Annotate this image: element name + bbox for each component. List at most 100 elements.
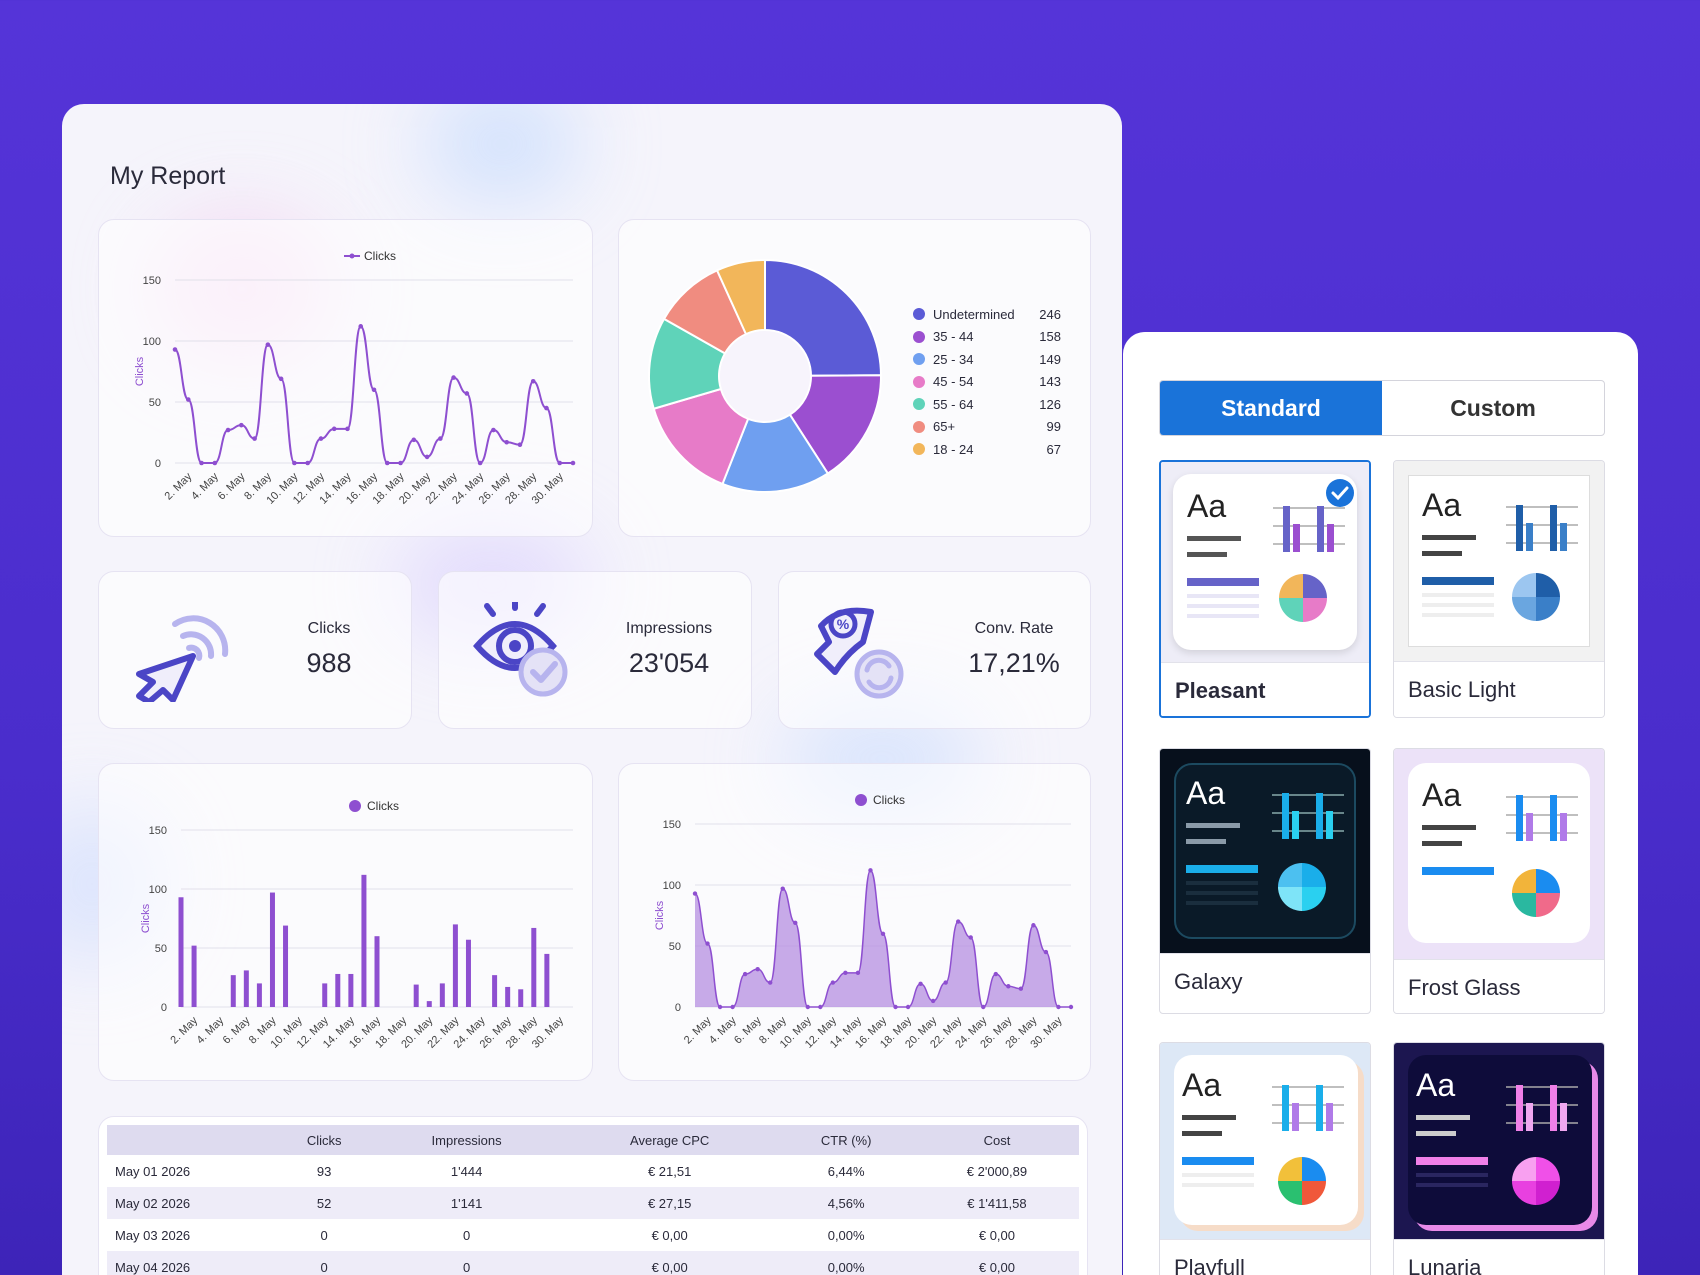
y-tick-label: 100 bbox=[143, 336, 161, 348]
theme-card-frost-glass[interactable]: Aa Frost Glass bbox=[1393, 748, 1605, 1014]
kpi-label: Conv. Rate bbox=[974, 620, 1054, 637]
data-point bbox=[504, 439, 509, 445]
data-point bbox=[544, 405, 549, 411]
table-header-cell: Clicks bbox=[277, 1125, 372, 1155]
data-point bbox=[172, 347, 178, 352]
bar bbox=[322, 983, 328, 1007]
data-point bbox=[905, 1004, 911, 1010]
theme-name: Galaxy bbox=[1160, 953, 1370, 1009]
data-point bbox=[780, 886, 785, 891]
table-cell: 6,44% bbox=[827, 1163, 865, 1179]
data-point bbox=[742, 971, 748, 977]
data-point bbox=[305, 460, 310, 466]
table-cell: € 0,00 bbox=[651, 1227, 688, 1243]
tab-custom[interactable]: Custom bbox=[1450, 394, 1536, 421]
y-tick-label: 50 bbox=[149, 397, 161, 409]
bar bbox=[230, 975, 236, 1007]
bar bbox=[243, 970, 249, 1007]
table-row: May 01 2026 93 1'444 € 21,51 6,44% € 2'0… bbox=[107, 1155, 1079, 1187]
check-icon bbox=[1326, 479, 1354, 507]
legend-value: 143 bbox=[1039, 374, 1061, 389]
theme-card-playfull[interactable]: Aa Playfull bbox=[1159, 1042, 1371, 1275]
tab-standard[interactable]: Standard bbox=[1160, 381, 1382, 435]
data-point bbox=[855, 970, 861, 976]
x-tick-label: 4. May bbox=[189, 470, 221, 502]
theme-bar-glyph bbox=[1506, 1085, 1578, 1131]
legend-label: Undetermined bbox=[933, 306, 1015, 322]
theme-card-lunaria[interactable]: Aa Lunaria bbox=[1393, 1042, 1605, 1275]
data-point bbox=[570, 460, 576, 466]
legend-swatch bbox=[913, 353, 925, 365]
bar bbox=[518, 989, 524, 1007]
data-point bbox=[358, 324, 364, 329]
table-header-cell: Cost bbox=[914, 1125, 1079, 1155]
bar bbox=[348, 973, 354, 1007]
data-point bbox=[968, 935, 973, 940]
bar bbox=[191, 945, 197, 1007]
legend-item: 55 - 64 126 bbox=[913, 394, 1061, 414]
table-header-cell: Impressions bbox=[371, 1125, 562, 1155]
data-point bbox=[868, 868, 873, 873]
legend-value: 126 bbox=[1039, 396, 1061, 412]
y-tick-label: 100 bbox=[149, 884, 167, 896]
table-cell: May 02 2026 bbox=[107, 1187, 277, 1219]
table-cell: € 0,00 bbox=[978, 1227, 1016, 1243]
bar bbox=[439, 983, 445, 1007]
data-table: Clicks Impressions Average CPC CTR (%) C… bbox=[107, 1125, 1079, 1275]
table-cell: € 2'000,89 bbox=[966, 1163, 1028, 1179]
bar bbox=[492, 975, 498, 1007]
legend-item: 25 - 34 149 bbox=[913, 349, 1061, 369]
legend-label: Clicks bbox=[364, 249, 396, 263]
theme-bar-glyph bbox=[1506, 505, 1578, 551]
data-point bbox=[918, 981, 923, 987]
bar bbox=[256, 983, 262, 1007]
theme-card-pleasant[interactable]: Aa Pleasant bbox=[1159, 460, 1371, 718]
data-point bbox=[398, 460, 403, 466]
data-point bbox=[292, 460, 297, 466]
pie-slice bbox=[764, 258, 883, 377]
x-tick-label: 2. May bbox=[163, 470, 195, 502]
decor-blob bbox=[422, 104, 582, 204]
kpi-card-conv-rate: % Conv. Rate 17,21% bbox=[778, 571, 1091, 729]
table-cell: 0 bbox=[277, 1251, 372, 1275]
table-cell: 0 bbox=[320, 1227, 328, 1243]
legend-label: 18 - 24 bbox=[933, 441, 974, 457]
legend-marker bbox=[349, 800, 361, 812]
table-cell: € 0,00 bbox=[561, 1251, 778, 1275]
theme-card-basic-light[interactable]: Aa Basic Light bbox=[1393, 460, 1605, 718]
y-tick-label: 0 bbox=[675, 1002, 681, 1014]
data-point bbox=[199, 460, 204, 466]
theme-name: Basic Light bbox=[1394, 661, 1604, 717]
data-point bbox=[956, 919, 961, 924]
x-tick-label: 2. May bbox=[168, 1014, 200, 1046]
theme-glyph: Aa bbox=[1187, 488, 1227, 524]
bar bbox=[374, 936, 380, 1007]
data-point bbox=[705, 941, 710, 946]
bar bbox=[465, 939, 471, 1007]
kpi-value: 23'054 bbox=[628, 648, 710, 678]
theme-name: Playfull bbox=[1160, 1239, 1370, 1275]
table-cell: 0,00% bbox=[777, 1251, 915, 1275]
theme-bar-glyph bbox=[1506, 795, 1578, 841]
data-point bbox=[930, 998, 936, 1004]
theme-glyph: Aa bbox=[1182, 1067, 1222, 1103]
table-cell: 93 bbox=[316, 1163, 332, 1179]
data-point bbox=[384, 460, 390, 466]
pie-chart bbox=[648, 258, 883, 493]
kpi-value: 988 bbox=[306, 648, 352, 678]
legend-value: 99 bbox=[1046, 419, 1061, 434]
data-point bbox=[318, 436, 324, 441]
table-cell: 4,56% bbox=[777, 1187, 915, 1219]
area-chart-card: 0 50 100 150 Clicks 2. May 4. May 6. May 8. May 1… bbox=[618, 763, 1091, 1081]
table-cell: May 03 2026 bbox=[115, 1227, 191, 1243]
legend-label: 45 - 54 bbox=[933, 374, 974, 389]
theme-card-galaxy[interactable]: Aa Galaxy bbox=[1159, 748, 1371, 1014]
data-point bbox=[768, 980, 773, 985]
legend-item: 18 - 24 67 bbox=[913, 439, 1061, 459]
pie-slice bbox=[715, 258, 766, 336]
theme-preview: Aa bbox=[1160, 749, 1370, 953]
x-tick-label: 6. May bbox=[221, 1014, 253, 1046]
data-point bbox=[1043, 949, 1049, 955]
bar bbox=[531, 927, 537, 1007]
legend-label: Clicks bbox=[873, 793, 905, 807]
